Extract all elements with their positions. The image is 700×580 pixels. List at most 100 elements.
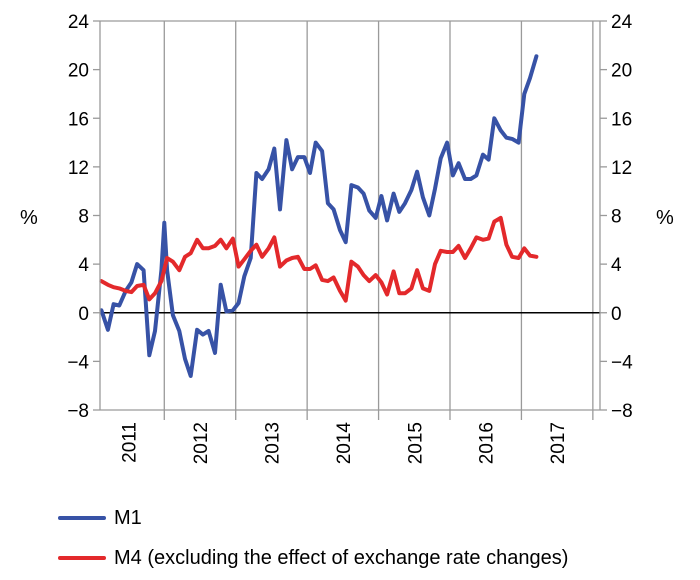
series-1-point <box>219 238 223 242</box>
series-0-point <box>284 138 288 142</box>
series-0-point <box>349 183 353 187</box>
y-tick-label-left: 20 <box>68 61 89 82</box>
series-0-point <box>338 228 342 232</box>
series-1-point <box>392 269 396 273</box>
y-tick-label-right: 4 <box>611 255 622 276</box>
series-1-point <box>171 260 175 264</box>
series-1-point <box>439 249 443 253</box>
series-0-point <box>374 216 378 220</box>
series-1-point <box>362 273 366 277</box>
series-0-point <box>147 353 151 357</box>
series-0-point <box>326 201 330 205</box>
series-1-point <box>487 237 491 241</box>
line-chart: −8 −8 −4 −4 0 0 4 4 8 8 12 12 16 16 20 20 24 24 2011 2012 20… <box>20 12 674 464</box>
y-tick-label-left: 16 <box>68 109 89 130</box>
series-1-point <box>433 262 437 266</box>
x-tick-label: 2011 <box>120 422 141 463</box>
series-0-point <box>142 268 146 272</box>
legend-swatch-m1 <box>58 516 106 520</box>
chart-legend: M1 M4 (excluding the effect of exchange … <box>58 498 568 578</box>
series-1-point <box>326 279 330 283</box>
y-tick-label-left: −4 <box>67 352 89 373</box>
series-0-point <box>392 192 396 196</box>
series-1-point <box>528 254 532 258</box>
series-1-point <box>302 267 306 271</box>
series-1-point <box>260 255 264 259</box>
series-1-point <box>445 250 449 254</box>
right-unit-label: % <box>656 207 674 229</box>
series-0-point <box>195 328 199 332</box>
series-1-point <box>242 257 246 261</box>
series-1-point <box>284 259 288 263</box>
series-0-point <box>385 218 389 222</box>
series-1-point <box>106 283 110 287</box>
series-0-point <box>362 192 366 196</box>
series-0-point <box>224 310 228 314</box>
series-0-point <box>379 194 383 198</box>
series-0-point <box>522 92 526 96</box>
y-tick-label-right: 20 <box>611 61 632 82</box>
legend-label-m4: M4 (excluding the effect of exchange rat… <box>114 546 569 569</box>
series-1-point <box>397 291 401 295</box>
series-1-point <box>320 278 324 282</box>
series-0-point <box>332 207 336 211</box>
series-1-point <box>451 250 455 254</box>
series-1-point <box>481 238 485 242</box>
left-unit-label: % <box>20 207 38 229</box>
series-0-point <box>356 186 360 190</box>
series-0-point <box>112 302 116 306</box>
y-tick-label-left: 24 <box>68 12 90 33</box>
series-1-point <box>534 255 538 259</box>
series-0-point <box>296 155 300 159</box>
series-1-point <box>517 256 521 260</box>
series-0-point <box>433 187 437 191</box>
series-1-point <box>254 243 258 247</box>
series-1-point <box>499 216 503 220</box>
series-1-point <box>142 283 146 287</box>
series-1-point <box>159 279 163 283</box>
legend-label-m1: M1 <box>114 506 142 529</box>
series-1-point <box>457 244 461 248</box>
series-0-point <box>242 274 246 278</box>
series-1-point <box>474 235 478 239</box>
series-1-point <box>201 246 205 250</box>
series-0-point <box>117 304 121 308</box>
y-tick-label-right: 8 <box>611 207 622 228</box>
y-tick-label-left: 4 <box>78 255 89 276</box>
series-0-point <box>510 137 514 141</box>
series-layer <box>99 54 539 378</box>
series-0-point <box>314 141 318 145</box>
series-0-point <box>487 158 491 162</box>
series-1-point <box>195 238 199 242</box>
series-1-point <box>290 256 294 260</box>
series-0-point <box>427 214 431 218</box>
y-tick-label-right: 0 <box>611 304 622 325</box>
series-1-point <box>207 246 211 250</box>
series-0-point <box>397 210 401 214</box>
series-1-point <box>308 267 312 271</box>
series-1-point <box>272 235 276 239</box>
series-1-point <box>165 256 169 260</box>
series-1-point <box>112 285 116 289</box>
series-1-point <box>492 220 496 224</box>
series-0-point <box>367 209 371 213</box>
series-1-point <box>231 237 235 241</box>
series-1-point <box>177 268 181 272</box>
y-tick-label-right: −4 <box>611 352 633 373</box>
legend-item-m4: M4 (excluding the effect of exchange rat… <box>58 538 568 578</box>
legend-swatch-m4 <box>58 556 106 560</box>
series-1-point <box>510 255 514 259</box>
series-0-point <box>135 262 139 266</box>
series-0-point <box>302 155 306 159</box>
series-1-point <box>367 279 371 283</box>
series-0-point <box>171 313 175 317</box>
series-1-point <box>415 268 419 272</box>
series-1-point <box>356 265 360 269</box>
series-1-point <box>183 255 187 259</box>
x-tick-label: 2012 <box>191 422 212 464</box>
series-line-1 <box>99 215 539 303</box>
series-line-0 <box>99 54 539 378</box>
series-0-point <box>308 171 312 175</box>
y-tick-label-left: 0 <box>78 304 89 325</box>
series-1-point <box>124 289 128 293</box>
